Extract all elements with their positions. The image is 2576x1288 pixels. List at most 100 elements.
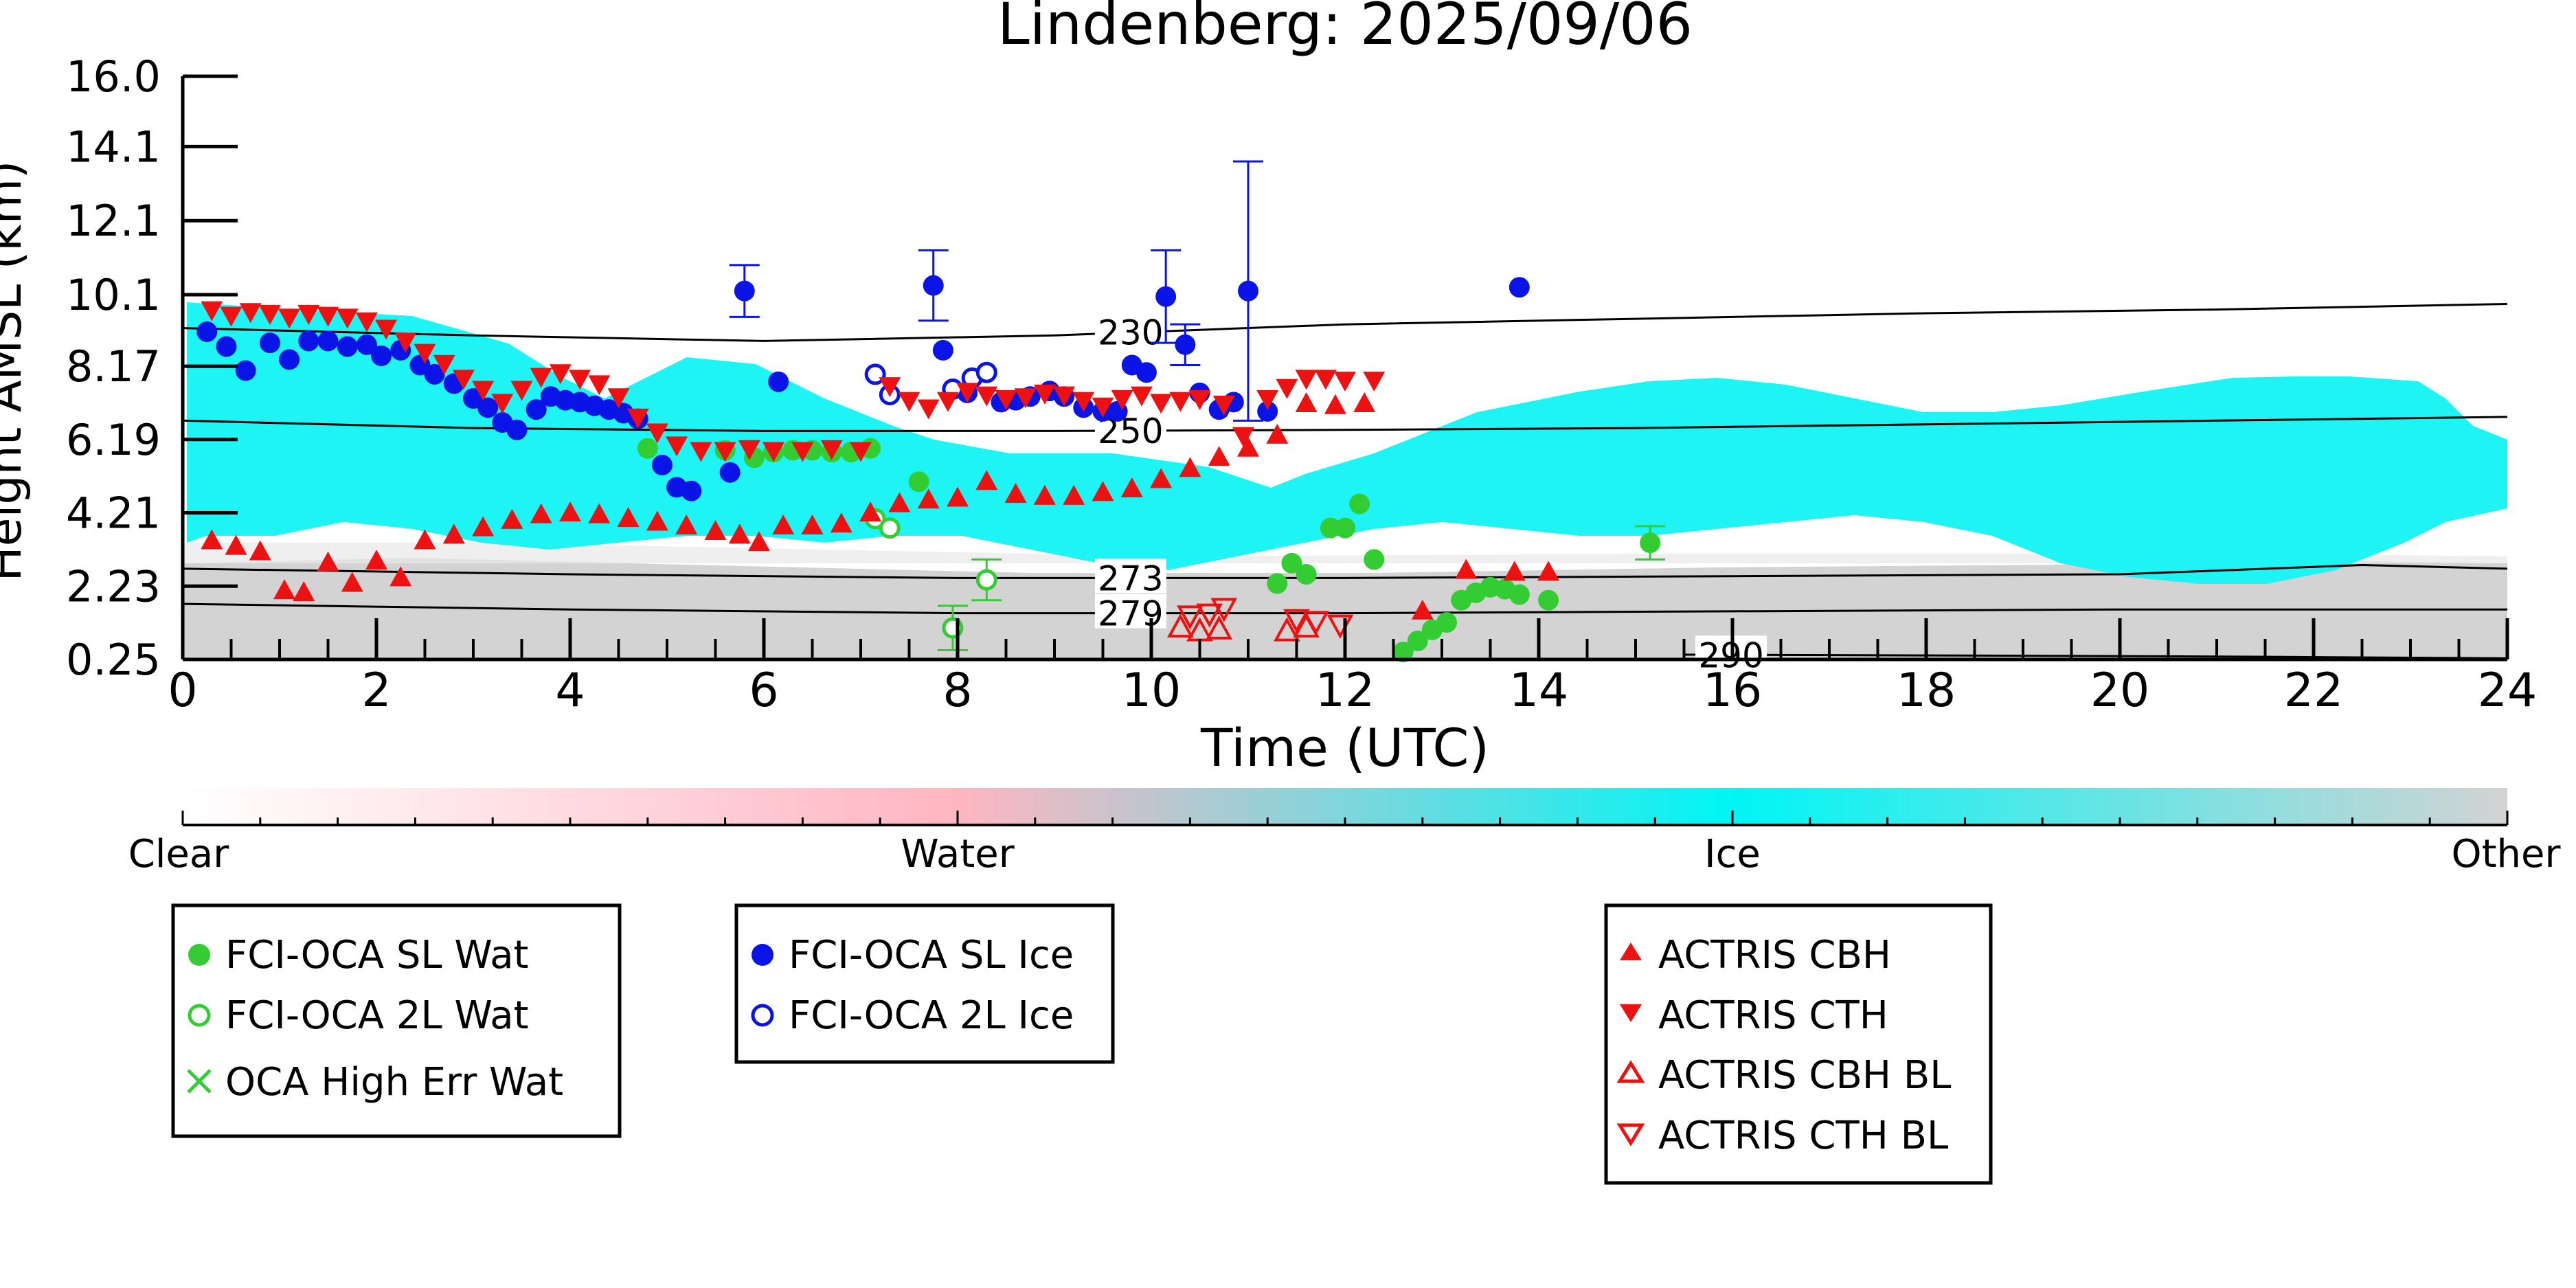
x-tick-label: 24 [2478,664,2538,718]
point-actris-cth [414,343,436,364]
point-actris-cth [201,301,223,321]
point-actris-cth [472,381,495,401]
point-actris-cth [1092,397,1114,418]
legend-label-cbh: ACTRIS CBH [1658,933,1891,978]
point-actris-cbh [1063,484,1085,505]
point-fci-oca-sl-ice [651,455,673,475]
point-actris-cth [1053,386,1076,407]
point-actris-cbh [947,486,969,507]
isotherm-label-279: 279 [1098,594,1163,634]
point-fci-oca-sl-wat [1538,589,1559,611]
point-fci-oca-sl-ice [1155,286,1177,307]
legend-label-cbh-bl: ACTRIS CBH BL [1658,1053,1951,1098]
point-actris-cth [1014,388,1037,409]
point-actris-cbh [704,520,727,541]
colorbar-label-water: Water [901,832,1015,877]
point-fci-oca-sl-wat [1436,612,1458,633]
legend-label-cth: ACTRIS CTH [1658,993,1888,1038]
point-fci-oca-sl-ice [424,363,445,385]
point-actris-cth [375,319,398,340]
legend-marker-higherr-wat [187,1069,212,1094]
point-actris-cth-bl [1177,605,1204,630]
point-fci-oca-sl-ice [768,371,789,392]
point-actris-cbh [830,512,852,533]
point-actris-cbh [1353,392,1376,413]
point-fci-oca-sl-ice [719,462,741,483]
isotherm-label-bg [1094,594,1166,629]
point-actris-cth [297,304,320,325]
point-actris-cbh [675,514,698,534]
point-actris-cbh [225,534,247,555]
point-actris-cth [1212,396,1235,416]
isotherm-273 [183,563,2507,579]
point-actris-cbh [1179,457,1201,477]
isotherm-label-273: 273 [1098,558,1163,598]
point-fci-oca-sl-ice [734,280,755,302]
point-fci-oca-sl-wat [1296,564,1317,585]
legend-marker-2l-ice [751,1004,774,1027]
point-actris-cbh [888,492,911,512]
point-actris-cth [1072,392,1095,412]
point-actris-cbh [1411,599,1434,620]
point-actris-cth [1150,394,1173,414]
point-fci-oca-sl-ice [1238,280,1258,302]
point-actris-cth-bl [1210,598,1238,622]
point-fci-oca-sl-ice [923,275,944,296]
isotherm-label-bg [1094,558,1166,594]
x-tick-label: 14 [1509,664,1569,718]
point-actris-cbh [917,488,940,509]
isotherm-label-bg [1094,313,1166,348]
y-tick-label: 8.17 [66,341,161,392]
legend-marker-cth-bl [1616,1123,1645,1146]
y-tick-label: 0.25 [66,635,161,685]
isotherm-lines [183,303,2507,659]
point-actris-cth [336,308,359,329]
point-fci-oca-sl-ice [196,321,218,342]
point-fci-oca-sl-wat [1349,493,1370,515]
point-actris-cth-bl [1302,611,1330,635]
colorbar: Clear Water Ice Other [128,788,2561,877]
y-tick-label: 4.21 [66,488,161,539]
point-actris-cbh-bl [1274,617,1300,642]
point-fci-oca-sl-ice [298,330,319,352]
x-tick-label: 4 [555,664,585,718]
point-actris-cbh [1324,394,1346,414]
point-actris-cth [820,440,843,460]
point-actris-cth [549,364,572,385]
point-actris-cbh [1537,561,1560,581]
point-fci-oca-sl-ice [235,360,256,381]
legend-ice-box [734,903,1115,1064]
isotherm-250 [183,416,2507,432]
point-actris-cth [1111,389,1133,410]
point-actris-cth [879,377,901,398]
point-fci-oca-sl-wat [1320,517,1341,539]
point-fci-oca-sl-wat [1267,573,1288,594]
point-fci-oca-sl-ice [477,397,499,418]
point-fci-oca-sl-ice [681,480,702,501]
point-actris-cth [220,306,242,327]
point-fci-oca-sl-ice [216,336,237,357]
y-axis-label: Height AMSL (km) [0,161,32,582]
point-actris-cbh [772,514,795,534]
point-actris-cth [646,423,668,444]
point-actris-cth [1256,389,1279,410]
point-fci-oca-sl-wat [1509,584,1530,605]
legend-label-sl-ice: FCI-OCA SL Ice [789,933,1074,978]
point-actris-cbh [442,523,465,544]
point-fci-oca-sl-ice [932,339,953,361]
data-points [196,275,1661,663]
point-fci-oca-sl-wat [1640,532,1661,554]
point-actris-cbh [617,507,640,528]
point-actris-cth [239,303,262,324]
y-tick-label: 2.23 [66,561,161,611]
point-actris-cth [1232,427,1254,447]
point-actris-cth [1363,372,1386,392]
point-actris-cbh [1033,484,1056,505]
point-actris-cth [491,394,514,414]
point-actris-cth [1188,389,1211,410]
point-actris-cth [1130,386,1153,407]
legend-label-2l-ice: FCI-OCA 2L Ice [789,993,1074,1038]
point-fci-oca-sl-ice [526,399,547,420]
point-fci-oca-sl-wat [1335,517,1355,539]
x-axis-label: Time (UTC) [1200,717,1489,778]
